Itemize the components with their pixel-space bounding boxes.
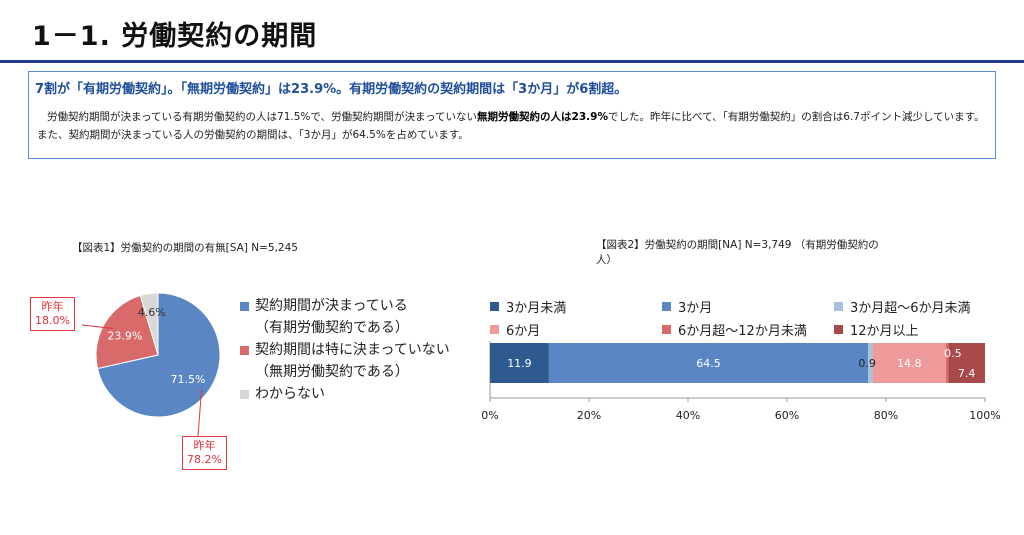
bar-legend-item: 6か月 [490, 320, 540, 339]
summary-headline: 7割が「有期労働契約」。「無期労働契約」は23.9%。有期労働契約の契約期間は「… [35, 82, 628, 97]
pie-legend-item: 契約期間が決まっている [240, 295, 450, 317]
x-tick-label: 0% [481, 409, 498, 422]
pie-label-fixed-term: 71.5% [171, 373, 206, 386]
pie-slice-unknown [139, 292, 159, 356]
bar-value-label: 0.9 [858, 357, 876, 370]
note-text: 昨年 78.2% [187, 439, 222, 466]
bar-legend-label: 3か月超～6か月未満 [850, 301, 971, 316]
pie-slice-indefinite [95, 294, 159, 370]
pie-legend-sublabel: （無期労働契約である） [255, 364, 409, 380]
pie-legend-item: わからない [240, 383, 450, 405]
pie-legend-label: 契約期間が決まっている [255, 298, 408, 314]
pie-label-indefinite: 23.9% [107, 330, 142, 343]
title-divider [0, 60, 1024, 63]
summary-body-bold: 無期労働契約の人は23.9% [477, 111, 608, 123]
bar-value-label: 14.8 [897, 357, 922, 370]
bar-chart-title-line2: 人） [596, 254, 617, 266]
bar-legend-label: 3か月 [678, 301, 713, 316]
pie-chart-title: 【図表1】労働契約の期間の有無[SA] N=5,245 [72, 242, 298, 254]
legend-swatch [834, 302, 843, 311]
bar-segment [548, 343, 869, 383]
bar-legend-item: 3か月未満 [490, 297, 566, 316]
pie-legend: 契約期間が決まっている （有期労働契約である） 契約期間は特に決まっていない （… [240, 295, 450, 405]
bar-value-label: 7.4 [958, 367, 976, 380]
bar-legend-item: 12か月以上 [834, 320, 919, 339]
note-text: 昨年 18.0% [35, 300, 70, 327]
x-tick-label: 60% [775, 409, 799, 422]
legend-swatch [490, 302, 499, 311]
legend-swatch [662, 302, 671, 311]
legend-swatch [490, 325, 499, 334]
bar-legend-label: 12か月以上 [850, 324, 919, 339]
legend-swatch-indefinite [240, 345, 249, 355]
bar-segment [945, 343, 949, 383]
summary-body-part2: でした。昨年に比べて、「有期労働契約」の割合は6.7ポイント減少しています。 ま… [37, 111, 985, 141]
callout-line-indefinite [81, 324, 113, 329]
bar-legend-label: 3か月未満 [506, 301, 567, 316]
pie-legend-label: わからない [255, 386, 325, 402]
callout-line-fixed-term [197, 389, 203, 437]
bar-value-label: 11.9 [507, 357, 532, 370]
bar-legend-label: 6か月 [506, 324, 541, 339]
bar-value-label: 64.5 [696, 357, 721, 370]
last-year-note-fixed-term: 昨年 78.2% [182, 436, 227, 470]
bar-segment [868, 343, 873, 383]
x-tick-label: 40% [676, 409, 700, 422]
bar-chart-title-line1: 【図表2】労働契約の期間[NA] N=3,749 （有期労働契約の [596, 239, 879, 251]
bar-legend-item: 3か月 [662, 297, 712, 316]
pie-legend-item: 契約期間は特に決まっていない [240, 339, 450, 361]
legend-swatch [834, 325, 843, 334]
summary-body-part1: 労働契約期間が決まっている有期労働契約の人は71.5%で、労働契約期間が決まって… [47, 111, 478, 123]
pie-legend-label: 契約期間は特に決まっていない [255, 342, 450, 358]
pie-label-unknown: 4.6% [138, 306, 166, 319]
bar-legend-label: 6か月超～12か月未満 [678, 324, 807, 339]
x-tick-label: 20% [577, 409, 601, 422]
bar-segment [490, 343, 549, 383]
bar-segment [948, 343, 985, 383]
legend-swatch-unknown [240, 389, 249, 399]
legend-swatch-fixed-term [240, 301, 249, 311]
summary-box: 7割が「有期労働契約」。「無期労働契約」は23.9%。有期労働契約の契約期間は「… [28, 71, 996, 159]
x-tick-label: 80% [874, 409, 898, 422]
summary-body: 労働契約期間が決まっている有期労働契約の人は71.5%で、労働契約期間が決まって… [37, 108, 987, 144]
bar-legend-item: 6か月超～12か月未満 [662, 320, 807, 339]
pie-legend-sublabel: （有期労働契約である） [255, 320, 409, 336]
bar-value-label: 0.5 [944, 347, 962, 360]
last-year-note-indefinite: 昨年 18.0% [30, 297, 75, 331]
page-title: 1－1. 労働契約の期間 [32, 21, 318, 52]
legend-swatch [662, 325, 671, 334]
bar-legend-item: 3か月超～6か月未満 [834, 297, 971, 316]
x-tick-label: 100% [969, 409, 1000, 422]
bar-segment [872, 343, 946, 383]
pie-slice-fixed-term [96, 292, 221, 418]
